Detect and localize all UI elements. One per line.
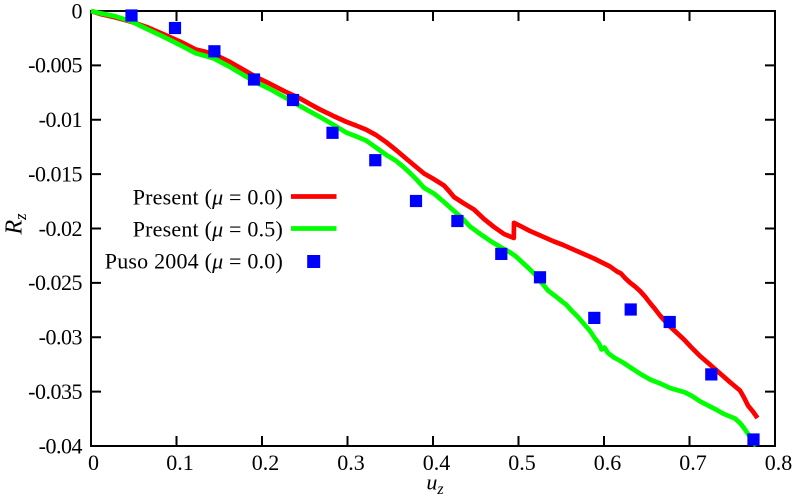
svg-text:-0.035: -0.035	[28, 379, 82, 404]
svg-text:0.2: 0.2	[252, 450, 280, 475]
svg-text:0.6: 0.6	[594, 450, 622, 475]
svg-text:0.1: 0.1	[166, 450, 194, 475]
svg-text:0.4: 0.4	[423, 450, 451, 475]
svg-text:-0.04: -0.04	[39, 433, 83, 458]
svg-text:-0.025: -0.025	[28, 270, 82, 295]
svg-text:0: 0	[88, 450, 99, 475]
svg-text:0.3: 0.3	[337, 450, 365, 475]
svg-text:Present (μ = 0.0): Present (μ = 0.0)	[133, 184, 283, 209]
svg-text:0: 0	[72, 0, 83, 23]
svg-text:0.8: 0.8	[765, 450, 793, 475]
svg-text:-0.02: -0.02	[39, 216, 82, 241]
svg-text:-0.01: -0.01	[39, 107, 82, 132]
svg-text:Puso 2004 (μ = 0.0): Puso 2004 (μ = 0.0)	[105, 248, 283, 273]
svg-text:0.7: 0.7	[679, 450, 707, 475]
svg-text:-0.03: -0.03	[39, 325, 83, 350]
svg-text:-0.005: -0.005	[28, 53, 82, 78]
svg-text:0.5: 0.5	[508, 450, 536, 475]
svg-text:-0.015: -0.015	[28, 161, 82, 186]
svg-text:Present (μ = 0.5): Present (μ = 0.5)	[133, 216, 283, 241]
